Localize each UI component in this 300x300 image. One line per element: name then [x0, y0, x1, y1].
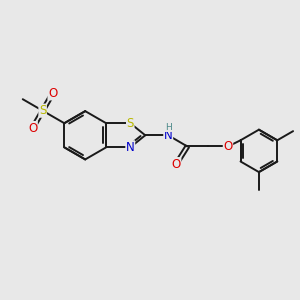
- Text: N: N: [126, 141, 135, 154]
- Text: N: N: [164, 129, 172, 142]
- Text: O: O: [172, 158, 181, 171]
- Text: O: O: [224, 140, 232, 153]
- Text: O: O: [28, 122, 37, 134]
- Text: H: H: [165, 122, 172, 131]
- Text: S: S: [39, 104, 46, 117]
- Text: O: O: [48, 87, 57, 100]
- Text: S: S: [127, 117, 134, 130]
